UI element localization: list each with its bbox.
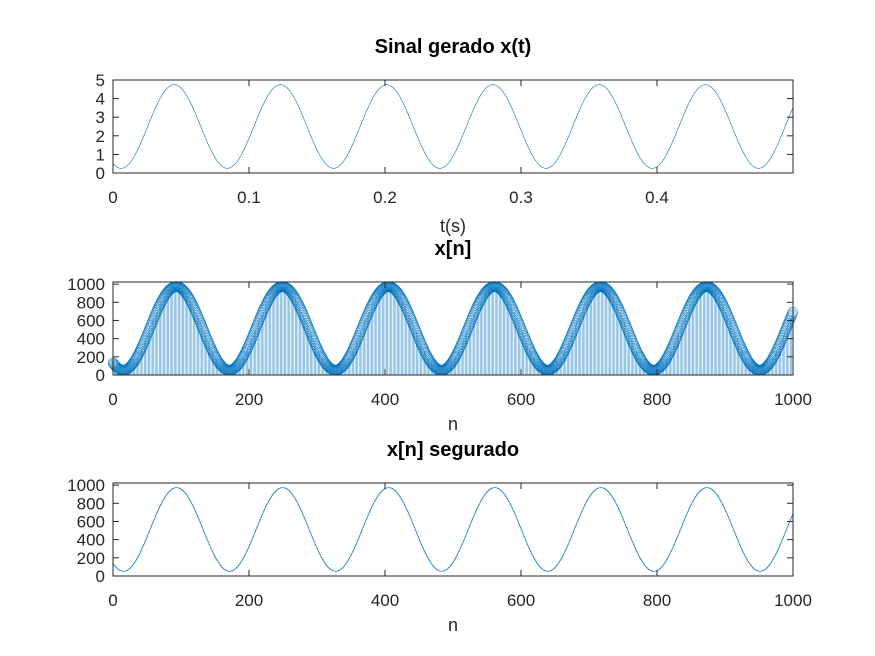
stem-marker bbox=[453, 345, 464, 357]
series-line bbox=[113, 487, 794, 572]
series-line bbox=[112, 84, 794, 169]
stem-marker bbox=[294, 300, 305, 312]
y-tick-label: 0 bbox=[96, 567, 105, 586]
stem-marker bbox=[127, 358, 139, 370]
stem-marker bbox=[612, 300, 623, 312]
y-tick-label: 5 bbox=[96, 71, 105, 90]
stem-marker bbox=[657, 358, 669, 370]
stem-marker bbox=[233, 358, 245, 370]
x-tick-label: 0.2 bbox=[373, 188, 397, 207]
y-tick-label: 200 bbox=[77, 549, 105, 568]
stem-marker bbox=[187, 300, 199, 312]
stem-marker bbox=[771, 345, 782, 357]
y-tick-label: 0 bbox=[96, 366, 105, 385]
x-tick-label: 0 bbox=[108, 591, 117, 610]
x-axis-label: n bbox=[448, 414, 458, 434]
stem-marker bbox=[286, 287, 298, 299]
stem-marker bbox=[400, 300, 411, 312]
y-tick-label: 200 bbox=[77, 348, 105, 367]
y-tick-label: 600 bbox=[77, 512, 105, 531]
stem-marker bbox=[559, 345, 570, 357]
y-tick-label: 2 bbox=[96, 127, 105, 146]
x-tick-label: 0 bbox=[108, 390, 117, 409]
stem-marker bbox=[347, 345, 358, 357]
stem-series bbox=[107, 281, 799, 376]
plot-area bbox=[112, 84, 794, 169]
x-tick-label: 400 bbox=[371, 591, 399, 610]
x-tick-label: 600 bbox=[507, 390, 535, 409]
stem-marker bbox=[498, 287, 510, 299]
chart-title: x[n] bbox=[435, 238, 472, 260]
axes-frame bbox=[112, 281, 794, 376]
y-tick-label: 400 bbox=[77, 531, 105, 550]
x-tick-label: 0.3 bbox=[509, 188, 533, 207]
subplot-xn-stem: x[n] 0 200 400 600 800 100002004006008001000 … bbox=[67, 238, 812, 434]
x-tick-label: 1000 bbox=[774, 390, 812, 409]
x-tick-label: 800 bbox=[643, 390, 671, 409]
x-tick-label: 600 bbox=[507, 591, 535, 610]
x-axis-label: n bbox=[448, 615, 458, 635]
y-tick-label: 800 bbox=[77, 494, 105, 513]
stem-marker bbox=[787, 308, 798, 319]
y-tick-label: 1000 bbox=[67, 275, 105, 294]
stem-marker bbox=[763, 358, 775, 370]
stem-marker bbox=[710, 287, 722, 299]
y-tick-label: 600 bbox=[77, 311, 105, 330]
x-axis-label: t(s) bbox=[440, 216, 466, 236]
plot-area bbox=[107, 281, 799, 376]
y-tick-label: 4 bbox=[96, 90, 105, 109]
chart-title: Sinal gerado x(t) bbox=[375, 36, 532, 58]
y-tick-label: 3 bbox=[96, 108, 105, 127]
x-tick-label: 400 bbox=[371, 390, 399, 409]
stem-marker bbox=[506, 300, 517, 312]
subplot-xn-held: x[n] segurado 0 200 400 600 800 1000020040060… bbox=[67, 439, 812, 635]
stem-marker bbox=[339, 358, 351, 370]
plot-area bbox=[113, 487, 794, 572]
x-tick-label: 1000 bbox=[774, 591, 812, 610]
stem-marker bbox=[604, 287, 616, 299]
stem-marker bbox=[240, 345, 252, 357]
y-tick-label: 1000 bbox=[67, 476, 105, 495]
stem-marker bbox=[445, 358, 457, 370]
x-tick-label: 0.1 bbox=[237, 188, 261, 207]
y-tick-label: 800 bbox=[77, 293, 105, 312]
axes-frame bbox=[112, 79, 794, 174]
axes-frame bbox=[112, 482, 794, 577]
stem-marker bbox=[392, 287, 404, 299]
x-tick-label: 200 bbox=[235, 591, 263, 610]
x-tick-label: 200 bbox=[235, 390, 263, 409]
y-tick-label: 1 bbox=[96, 145, 105, 164]
stem-marker bbox=[180, 287, 192, 299]
stem-marker bbox=[718, 300, 729, 312]
x-tick-label: 0.4 bbox=[645, 188, 669, 207]
stem-marker bbox=[551, 358, 563, 370]
chart-title: x[n] segurado bbox=[387, 439, 519, 461]
y-tick-label: 400 bbox=[77, 330, 105, 349]
x-tick-label: 800 bbox=[643, 591, 671, 610]
stem-marker bbox=[134, 345, 146, 357]
stem-marker bbox=[665, 345, 676, 357]
y-tick-label: 0 bbox=[96, 164, 105, 183]
x-tick-label: 0 bbox=[108, 188, 117, 207]
